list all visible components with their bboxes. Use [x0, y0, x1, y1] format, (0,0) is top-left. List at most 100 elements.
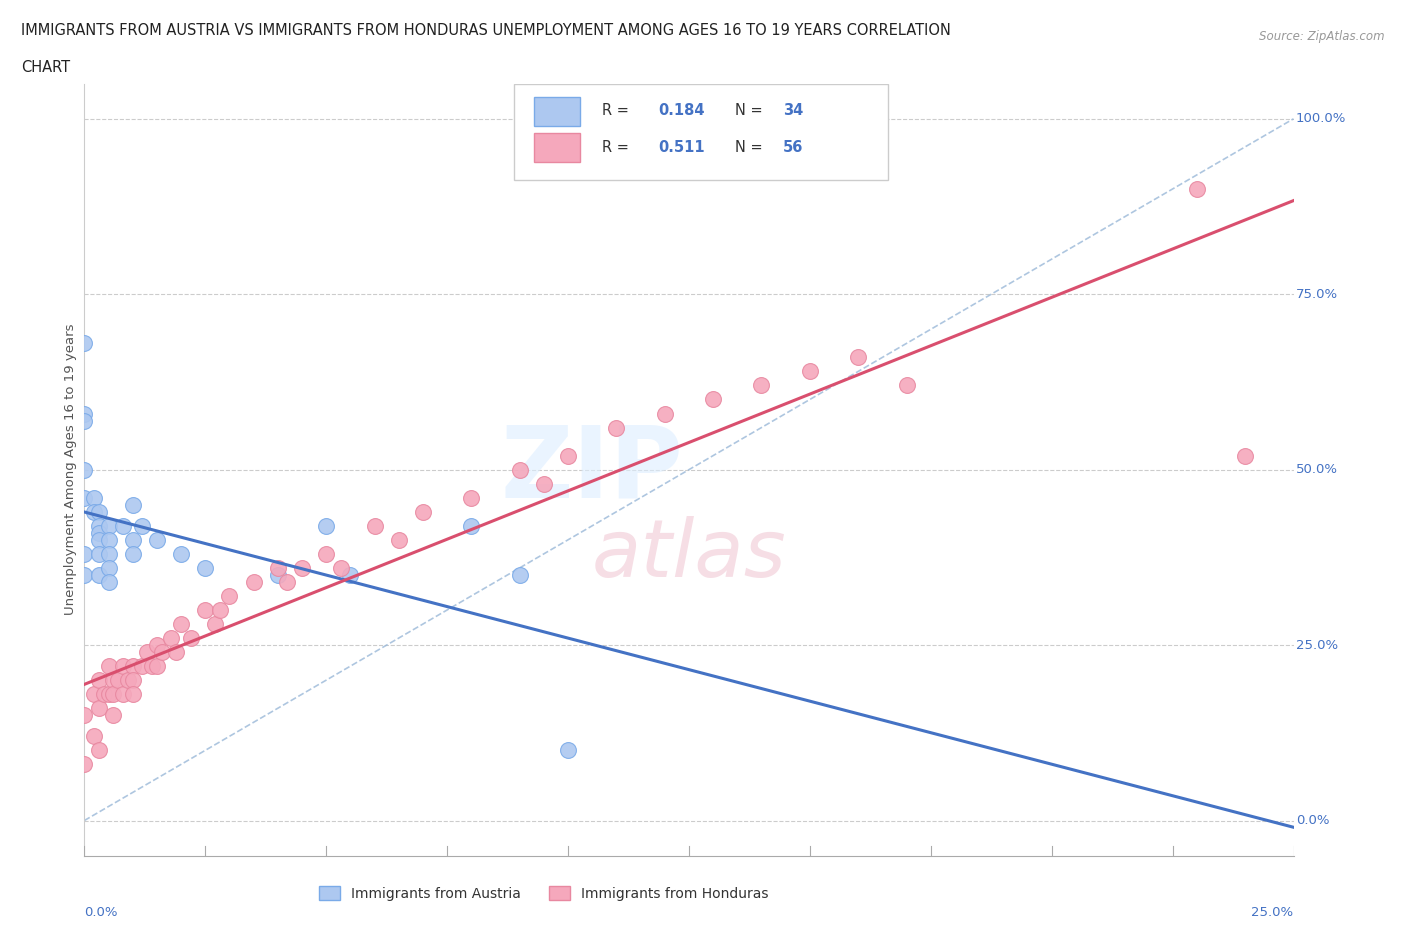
Point [87, 532, 110, 547]
Text: 0.511: 0.511 [658, 140, 706, 155]
Point [121, 686, 143, 701]
Point [218, 589, 240, 604]
Legend: Immigrants from Austria, Immigrants from Honduras: Immigrants from Austria, Immigrants from… [314, 881, 773, 907]
Point [170, 617, 193, 631]
Point [267, 567, 290, 582]
Point [121, 658, 143, 673]
Point [73, 490, 96, 505]
Text: 75.0%: 75.0% [1296, 287, 1339, 300]
Point [204, 617, 226, 631]
Text: 56: 56 [783, 140, 804, 155]
Point [363, 518, 385, 533]
Text: 0.0%: 0.0% [84, 906, 118, 919]
Point [846, 350, 869, 365]
Point [751, 378, 773, 392]
Point [83, 504, 105, 519]
Point [121, 672, 143, 687]
Point [121, 532, 143, 547]
Point [112, 686, 135, 701]
Text: 25.0%: 25.0% [1296, 639, 1339, 652]
Text: IMMIGRANTS FROM AUSTRIA VS IMMIGRANTS FROM HONDURAS UNEMPLOYMENT AMONG AGES 16 T: IMMIGRANTS FROM AUSTRIA VS IMMIGRANTS FR… [21, 23, 950, 38]
Point [654, 406, 676, 421]
Point [112, 658, 135, 673]
Point [83, 729, 105, 744]
Point [339, 567, 361, 582]
Point [509, 462, 531, 477]
Text: Source: ZipAtlas.com: Source: ZipAtlas.com [1260, 30, 1385, 43]
Point [87, 672, 110, 687]
Point [509, 567, 531, 582]
Point [291, 561, 314, 576]
Point [146, 658, 169, 673]
Point [412, 504, 434, 519]
Point [388, 532, 411, 547]
Point [87, 701, 110, 716]
Point [87, 525, 110, 540]
Point [93, 686, 115, 701]
Point [87, 547, 110, 562]
Point [73, 708, 96, 723]
Point [557, 743, 579, 758]
Point [97, 532, 120, 547]
Point [150, 644, 173, 659]
Text: 0.0%: 0.0% [1296, 814, 1330, 827]
Point [73, 757, 96, 772]
Point [87, 567, 110, 582]
Point [107, 672, 129, 687]
Point [315, 518, 337, 533]
Point [557, 448, 579, 463]
Point [131, 518, 153, 533]
Point [103, 686, 125, 701]
Point [170, 547, 193, 562]
Point [160, 631, 183, 645]
Point [165, 644, 187, 659]
Point [112, 518, 135, 533]
Point [117, 672, 139, 687]
Text: 100.0%: 100.0% [1296, 113, 1347, 126]
Text: CHART: CHART [21, 60, 70, 75]
Text: R =: R = [602, 103, 628, 118]
Point [87, 743, 110, 758]
Point [276, 575, 298, 590]
Point [242, 575, 264, 590]
Point [97, 575, 120, 590]
Point [136, 644, 159, 659]
Point [97, 686, 120, 701]
Point [702, 392, 724, 407]
Point [131, 658, 153, 673]
Point [1234, 448, 1257, 463]
Text: atlas: atlas [592, 515, 786, 593]
Point [87, 504, 110, 519]
FancyBboxPatch shape [513, 84, 889, 180]
Point [121, 498, 143, 512]
Point [83, 490, 105, 505]
Point [97, 547, 120, 562]
Point [97, 518, 120, 533]
Text: 34: 34 [783, 103, 803, 118]
Point [1185, 181, 1208, 196]
Text: N =: N = [735, 140, 762, 155]
Point [73, 336, 96, 351]
Point [194, 603, 217, 618]
Point [73, 413, 96, 428]
Text: R =: R = [602, 140, 628, 155]
FancyBboxPatch shape [534, 97, 581, 126]
Text: 0.184: 0.184 [658, 103, 706, 118]
Point [97, 658, 120, 673]
Text: ZIP: ZIP [501, 421, 683, 518]
Point [73, 547, 96, 562]
Point [460, 490, 482, 505]
Text: 25.0%: 25.0% [1251, 906, 1294, 919]
Point [73, 406, 96, 421]
Text: 50.0%: 50.0% [1296, 463, 1339, 476]
Point [141, 658, 163, 673]
Point [103, 672, 125, 687]
Point [267, 561, 290, 576]
Point [146, 638, 169, 653]
Y-axis label: Unemployment Among Ages 16 to 19 years: Unemployment Among Ages 16 to 19 years [65, 324, 77, 616]
Point [83, 686, 105, 701]
Point [799, 364, 821, 379]
Point [103, 708, 125, 723]
Point [97, 561, 120, 576]
Point [208, 603, 231, 618]
